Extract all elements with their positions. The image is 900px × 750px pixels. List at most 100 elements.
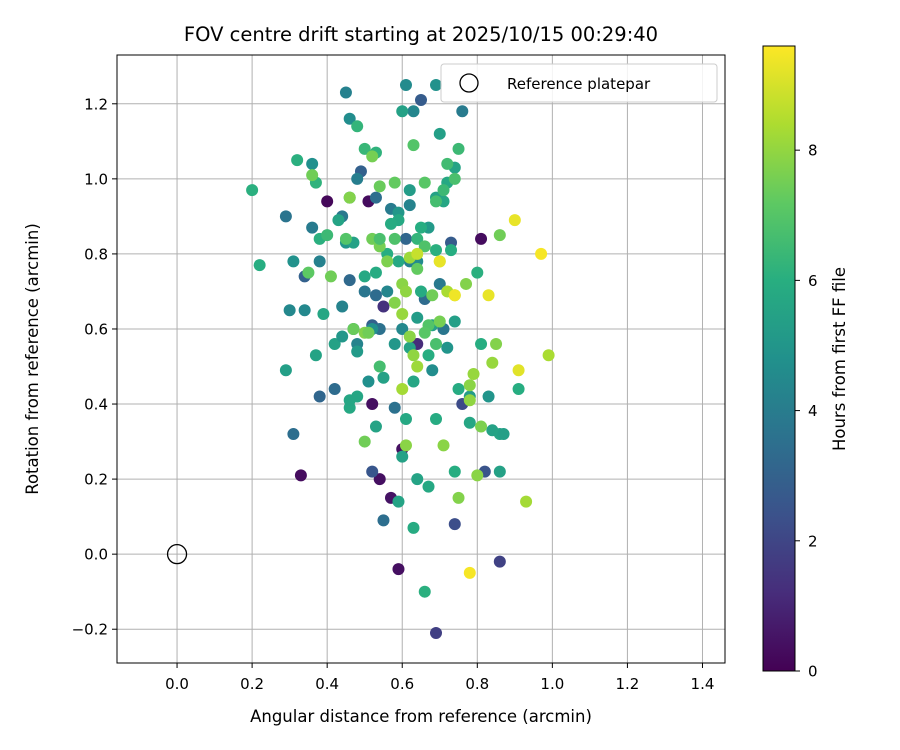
data-point bbox=[287, 255, 300, 268]
data-point bbox=[422, 480, 435, 493]
data-point bbox=[343, 394, 356, 407]
data-point bbox=[403, 184, 416, 197]
data-point bbox=[388, 401, 401, 414]
data-point bbox=[377, 300, 390, 313]
data-point bbox=[309, 349, 322, 362]
data-point bbox=[313, 390, 326, 403]
data-point bbox=[313, 255, 326, 268]
data-point bbox=[373, 360, 386, 373]
data-point bbox=[358, 142, 371, 155]
data-point bbox=[388, 176, 401, 189]
data-point bbox=[399, 232, 412, 245]
colorbar-tick-label: 4 bbox=[808, 402, 818, 420]
data-point bbox=[392, 563, 405, 576]
colorbar-gradient bbox=[762, 45, 796, 672]
data-point bbox=[351, 345, 364, 358]
data-point bbox=[415, 285, 427, 298]
data-point bbox=[302, 266, 315, 279]
data-point bbox=[306, 157, 319, 170]
data-point bbox=[343, 112, 356, 125]
data-point bbox=[396, 322, 409, 335]
data-point bbox=[486, 356, 499, 369]
x-tick-label: 0.8 bbox=[465, 675, 489, 693]
legend-marker-reference bbox=[459, 73, 479, 93]
data-point bbox=[336, 330, 349, 343]
data-point bbox=[407, 375, 420, 388]
x-tick-label: 1.4 bbox=[691, 675, 715, 693]
data-point bbox=[369, 289, 382, 302]
x-tick-label: 1.2 bbox=[615, 675, 639, 693]
data-point bbox=[490, 337, 503, 350]
data-point bbox=[411, 360, 424, 373]
data-point bbox=[430, 244, 443, 257]
data-point bbox=[279, 210, 292, 223]
data-point bbox=[369, 191, 382, 204]
data-point bbox=[475, 337, 488, 350]
data-point bbox=[294, 469, 307, 482]
data-point bbox=[332, 214, 345, 227]
data-point bbox=[460, 277, 473, 290]
y-tick-label: 0.0 bbox=[84, 546, 108, 564]
y-axis-label: Rotation from reference (arcmin) bbox=[23, 223, 42, 495]
data-point bbox=[452, 142, 465, 155]
colorbar: 0 2 4 6 8 Hours from first FF file bbox=[762, 45, 849, 681]
data-point bbox=[321, 195, 334, 208]
data-point bbox=[426, 364, 439, 377]
data-point bbox=[418, 240, 431, 253]
data-point bbox=[430, 195, 443, 208]
data-point bbox=[392, 495, 405, 508]
data-point bbox=[298, 304, 311, 317]
data-point bbox=[512, 383, 525, 396]
data-point bbox=[463, 416, 476, 429]
data-point bbox=[433, 255, 446, 268]
data-point bbox=[482, 289, 495, 302]
data-point bbox=[448, 172, 461, 185]
data-point bbox=[430, 79, 443, 92]
data-point bbox=[283, 304, 296, 317]
data-point bbox=[399, 79, 412, 92]
data-point bbox=[418, 176, 431, 189]
data-point bbox=[430, 626, 443, 639]
data-point bbox=[542, 349, 555, 362]
x-axis-label: Angular distance from reference (arcmin) bbox=[250, 707, 592, 726]
data-point bbox=[426, 289, 439, 302]
data-point bbox=[306, 221, 319, 234]
data-point bbox=[336, 300, 349, 313]
data-point bbox=[448, 315, 461, 328]
data-point bbox=[287, 428, 300, 441]
data-point bbox=[493, 555, 506, 568]
data-point bbox=[377, 371, 390, 384]
data-point bbox=[430, 337, 443, 350]
data-point bbox=[343, 274, 356, 287]
data-point bbox=[415, 94, 427, 107]
data-point bbox=[396, 105, 409, 118]
data-point bbox=[369, 266, 382, 279]
data-point bbox=[418, 326, 431, 339]
data-point bbox=[321, 229, 334, 242]
data-point bbox=[471, 266, 484, 279]
data-point bbox=[366, 465, 379, 478]
data-point bbox=[497, 428, 510, 441]
y-tick-label: 0.6 bbox=[84, 320, 108, 338]
colorbar-tick-label: 0 bbox=[808, 663, 818, 681]
data-point bbox=[381, 255, 394, 268]
data-point bbox=[448, 289, 461, 302]
data-point bbox=[422, 349, 435, 362]
legend-entry-reference: Reference platepar bbox=[507, 75, 651, 93]
data-point bbox=[324, 270, 337, 283]
data-point bbox=[407, 105, 420, 118]
data-point bbox=[437, 184, 450, 197]
data-point bbox=[445, 244, 458, 257]
data-point bbox=[373, 473, 386, 486]
reference-platepar-marker bbox=[166, 544, 188, 565]
data-point bbox=[396, 450, 409, 463]
data-point bbox=[493, 229, 506, 242]
data-point bbox=[411, 473, 424, 486]
data-point bbox=[535, 247, 548, 260]
reference-layer bbox=[166, 544, 188, 565]
data-point bbox=[306, 169, 319, 182]
data-point bbox=[433, 315, 446, 328]
data-point bbox=[475, 232, 488, 245]
data-point bbox=[452, 383, 465, 396]
